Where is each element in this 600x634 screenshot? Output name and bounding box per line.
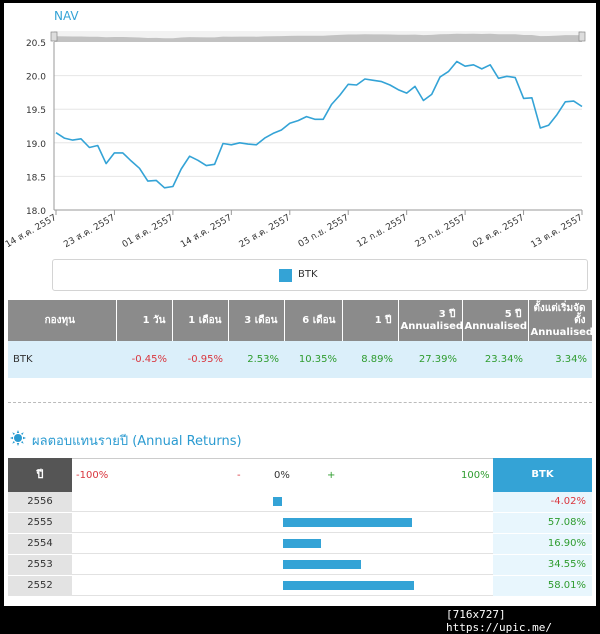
annual-bar-track <box>72 555 493 575</box>
page-frame: NAV 20.5 20.0 19.5 19.0 18.5 18.0 14 ส.ค. 2557 2… <box>4 3 596 606</box>
annual-row-2552: 2552 58.01% <box>8 576 592 597</box>
annual-row-2554: 2554 16.90% <box>8 534 592 555</box>
annual-year: 2555 <box>8 513 72 533</box>
scale-max-label: 100% <box>461 470 490 481</box>
y-tick-label: 20.0 <box>26 73 46 83</box>
annual-row-2555: 2555 57.08% <box>8 513 592 534</box>
annual-value: 58.01% <box>493 576 592 596</box>
annual-year: 2554 <box>8 534 72 554</box>
annual-year: 2552 <box>8 576 72 596</box>
y-tick-label: 19.0 <box>26 140 46 150</box>
y-tick-label: 19.5 <box>26 106 46 116</box>
header-6-month: 6 เดือน <box>284 300 343 341</box>
y-tick-label: 20.5 <box>26 39 46 49</box>
legend-label-btk[interactable]: BTK <box>298 269 318 280</box>
fund-name[interactable]: BTK <box>8 341 116 378</box>
x-tick-label: 14 ส.ค. 2557 <box>179 213 234 250</box>
chart-title: NAV <box>54 9 79 23</box>
header-1-day: 1 วัน <box>116 300 173 341</box>
header-since-inception: ตั้งแต่เริ่มจัดตั้ง Annualised <box>528 300 593 341</box>
header-5-year: 5 ปี Annualised <box>462 300 529 341</box>
header-1-year: 1 ปี <box>342 300 399 341</box>
annual-row-2556: 2556 -4.02% <box>8 492 592 513</box>
x-tick-label: 02 ต.ค. 2557 <box>471 213 526 250</box>
x-tick-label: 03 ก.ย. 2557 <box>297 213 351 250</box>
scale-zero-label: 0% <box>274 470 290 481</box>
annual-bar-track <box>72 492 493 512</box>
annual-returns-title: ผลตอบแทนรายปี (Annual Returns) <box>32 434 242 449</box>
x-tick-label: 12 ก.ย. 2557 <box>355 213 409 250</box>
header-3-month: 3 เดือน <box>228 300 285 341</box>
annual-bar-track <box>72 534 493 554</box>
watermark: [716x727] https://upic.me/ <box>446 608 552 634</box>
annual-value: 34.55% <box>493 555 592 575</box>
annual-bar-track <box>72 576 493 596</box>
annual-row-2553: 2553 34.55% <box>8 555 592 576</box>
x-tick-label: 23 ก.ย. 2557 <box>414 213 468 250</box>
x-tick-label: 23 ส.ค. 2557 <box>62 213 117 250</box>
chart-legend: BTK <box>52 259 588 291</box>
scale-min-label: -100% <box>76 470 109 481</box>
x-tick-label: 25 ส.ค. 2557 <box>238 213 293 250</box>
navigator-handle-right <box>578 31 586 42</box>
return-5-year: 23.34% <box>462 341 528 378</box>
x-tick-label: 14 ส.ค. 2557 <box>4 213 59 250</box>
annual-value: 57.08% <box>493 513 592 533</box>
annual-returns-header: ปี -100% - 0% + 100% BTK <box>8 458 592 492</box>
scale-minus-sign: - <box>237 470 241 481</box>
header-fund: กองทุน <box>8 300 117 341</box>
header-fund-btk: BTK <box>493 458 592 492</box>
annual-bar[interactable] <box>273 497 283 506</box>
returns-table: กองทุน 1 วัน 1 เดือน 3 เดือน 6 เดือน 1 ป… <box>8 300 593 378</box>
annual-bar[interactable] <box>282 581 415 590</box>
navigator-handle-left <box>50 31 58 42</box>
annual-bar[interactable] <box>282 560 361 569</box>
annual-year: 2556 <box>8 492 72 512</box>
header-1-month: 1 เดือน <box>172 300 229 341</box>
return-since-inception: 3.34% <box>528 341 592 378</box>
header-3-year: 3 ปี Annualised <box>398 300 463 341</box>
return-1-year: 8.89% <box>342 341 398 378</box>
return-3-month: 2.53% <box>228 341 284 378</box>
return-6-month: 10.35% <box>284 341 342 378</box>
returns-row-btk: BTK -0.45% -0.95% 2.53% 10.35% 8.89% 27.… <box>8 341 592 378</box>
x-tick-label: 01 ส.ค. 2557 <box>121 213 176 250</box>
returns-header-row: กองทุน 1 วัน 1 เดือน 3 เดือน 6 เดือน 1 ป… <box>8 300 593 341</box>
annual-value: -4.02% <box>493 492 592 512</box>
return-1-day: -0.45% <box>116 341 172 378</box>
y-tick-label: 18.0 <box>26 207 46 217</box>
sun-icon <box>10 430 26 446</box>
annual-bar[interactable] <box>282 539 321 548</box>
scale-plus-sign: + <box>327 470 336 481</box>
y-tick-label: 18.5 <box>26 173 46 183</box>
return-1-month: -0.95% <box>172 341 228 378</box>
nav-line-btk <box>55 60 583 189</box>
legend-swatch-btk[interactable] <box>279 269 292 282</box>
header-year: ปี <box>8 458 72 492</box>
annual-value: 16.90% <box>493 534 592 554</box>
annual-bar-track <box>72 513 493 533</box>
navigator-area <box>54 33 582 42</box>
x-tick-label: 13 ต.ค. 2557 <box>530 213 585 250</box>
header-scale: -100% - 0% + 100% <box>72 458 493 492</box>
section-divider <box>8 402 592 403</box>
return-3-year: 27.39% <box>398 341 462 378</box>
annual-bar[interactable] <box>282 518 413 527</box>
annual-year: 2553 <box>8 555 72 575</box>
